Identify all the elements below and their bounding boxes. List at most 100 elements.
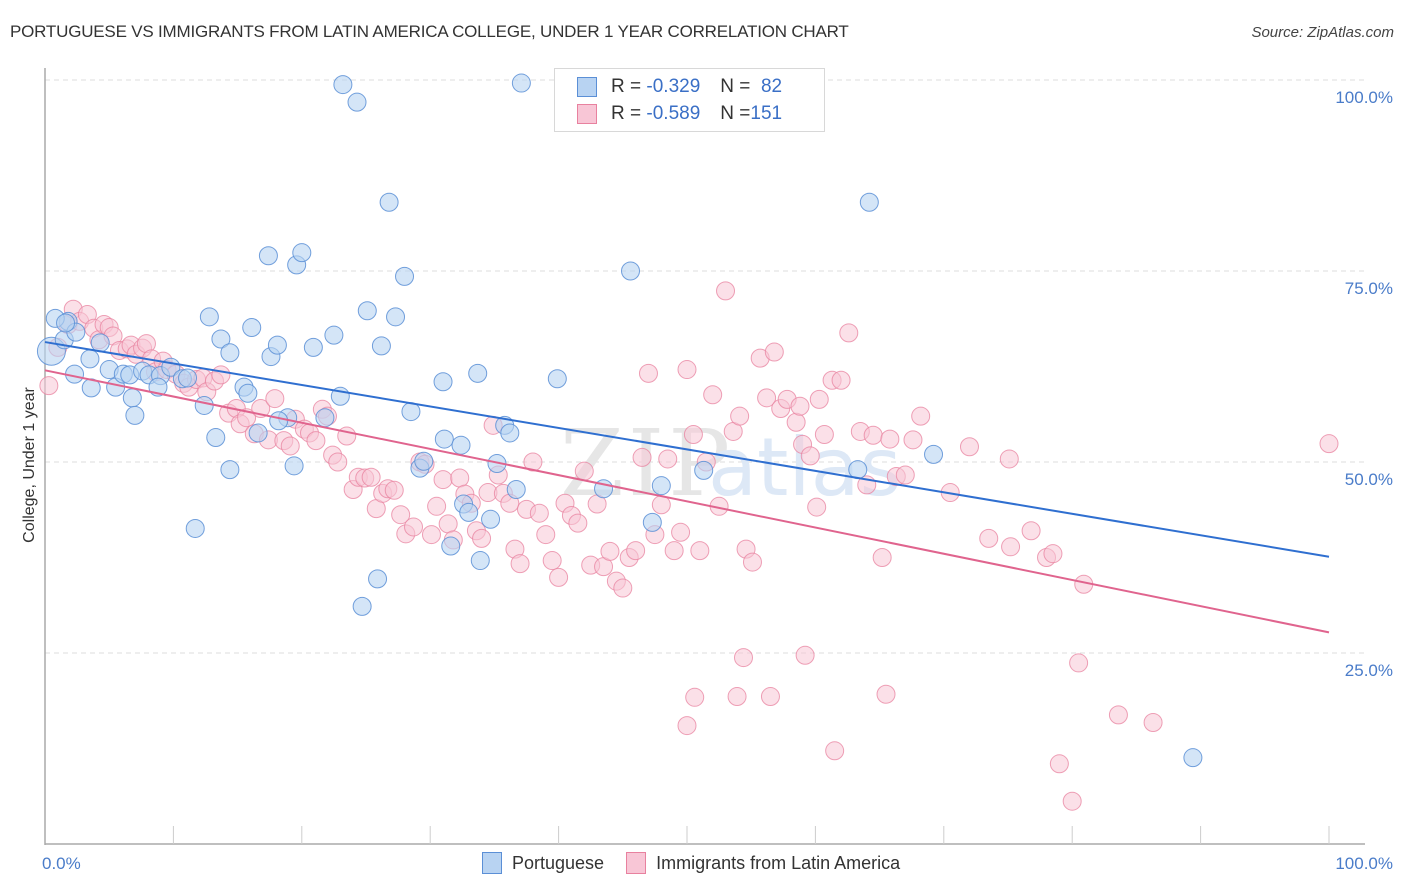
data-point-immigrants [651,495,671,515]
data-point-portuguese [379,192,399,212]
data-point-immigrants [549,567,569,587]
data-point-portuguese [506,480,526,500]
data-point-immigrants [1062,791,1082,811]
immigrants-swatch [626,852,647,874]
data-point-immigrants [265,389,285,409]
data-point-portuguese [211,329,231,349]
data-point-immigrants [895,465,915,485]
data-point-portuguese [220,460,240,480]
legend-item-portuguese[interactable]: Portuguese [482,852,604,874]
data-point-immigrants [438,514,458,534]
data-point-immigrants [280,436,300,456]
data-point-portuguese [500,423,520,443]
y-tick-label: 25.0% [1345,661,1393,680]
data-point-portuguese [694,460,714,480]
data-point-portuguese [859,192,879,212]
data-point-immigrants [510,554,530,574]
data-point-immigrants [872,548,892,567]
data-point-immigrants [880,429,900,449]
axes [44,68,1365,845]
data-point-immigrants [764,342,784,362]
data-point-portuguese [347,92,367,112]
n-label: N = [720,76,751,97]
data-point-immigrants [703,385,723,405]
r-label: R = [611,103,642,124]
legend-item-immigrants[interactable]: Immigrants from Latin America [626,852,900,874]
x-tick-label: 0.0% [42,854,81,873]
data-point-portuguese [371,336,391,356]
data-point-immigrants [613,578,633,598]
r-value: -0.589 [646,103,701,124]
data-point-immigrants [1108,705,1128,725]
data-point-portuguese [357,301,377,321]
y-axis-label: College, Under 1 year [21,387,38,543]
data-point-portuguese [352,596,372,616]
trend-line-immigrants [44,369,1330,634]
data-point-portuguese [642,512,662,532]
data-point-portuguese [80,349,100,369]
portuguese-swatch [482,852,502,874]
data-point-portuguese [90,333,110,353]
data-point-portuguese [194,395,214,415]
data-point-immigrants [911,406,931,426]
data-point-immigrants [786,412,806,432]
data-point-portuguese [1183,748,1203,768]
data-point-portuguese [433,372,453,392]
data-point-portuguese [242,318,262,338]
data-point-portuguese [315,408,335,428]
data-point-portuguese [459,502,479,522]
r-value: -0.329 [646,76,701,97]
data-point-portuguese [414,451,434,471]
data-point-immigrants [979,528,999,548]
data-point-immigrants [568,513,588,533]
y-tick-label: 75.0% [1345,279,1393,298]
data-point-immigrants [632,447,652,467]
data-point-immigrants [306,431,326,451]
data-point-immigrants [211,365,231,385]
r-label: R = [611,76,642,97]
tick-labels: 25.0% 50.0% 75.0% 100.0% 0.0% 100.0% [42,88,1393,873]
y-tick-label: 100.0% [1335,88,1393,107]
data-point-immigrants [472,528,492,548]
data-point-immigrants [404,517,424,537]
stats-row-immigrants: R = -0.589 N = 151 [577,101,782,127]
data-point-immigrants [876,684,896,704]
data-point-immigrants [730,406,750,426]
n-label: N = [720,103,751,124]
data-point-immigrants [391,505,411,525]
chart-title: PORTUGUESE VS IMMIGRANTS FROM LATIN AMER… [10,22,849,41]
data-point-portuguese [441,536,461,556]
portuguese-swatch [577,77,597,97]
data-point-immigrants [760,687,780,707]
data-point-portuguese [303,337,323,357]
data-point-immigrants [733,648,753,668]
data-point-immigrants [903,430,923,450]
data-point-immigrants [716,281,736,301]
data-point-portuguese [511,73,531,93]
data-point-portuguese [368,569,388,589]
data-point-portuguese [56,313,76,333]
data-point-immigrants [727,687,747,707]
data-point-portuguese [122,388,142,408]
data-point-immigrants [1001,537,1021,557]
data-point-immigrants [523,452,543,472]
data-point-immigrants [1069,653,1089,673]
data-point-portuguese [267,335,287,355]
data-point-immigrants [825,741,845,761]
data-point-immigrants [536,525,556,545]
data-point-immigrants [999,449,1019,469]
data-point-immigrants [529,503,549,523]
data-point-immigrants [450,468,470,488]
data-point-portuguese [621,261,641,281]
trend-lines [44,341,1330,634]
data-point-immigrants [807,497,827,517]
data-point-immigrants [1021,521,1041,541]
data-point-immigrants [800,446,820,466]
n-value: 82 [760,76,783,97]
data-point-immigrants [658,449,678,469]
data-point-portuguese [324,325,344,345]
data-point-portuguese [238,383,258,403]
data-point-portuguese [468,363,488,383]
data-point-portuguese [258,246,278,266]
series-legend: Portuguese Immigrants from Latin America [482,852,922,874]
